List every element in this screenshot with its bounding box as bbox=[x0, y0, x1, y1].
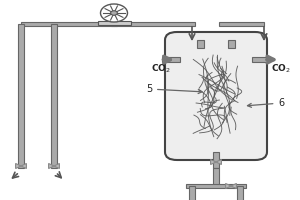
Circle shape bbox=[111, 11, 117, 15]
Polygon shape bbox=[54, 163, 59, 169]
Bar bbox=[18, 24, 24, 168]
Polygon shape bbox=[49, 163, 54, 169]
Text: 5: 5 bbox=[146, 84, 202, 94]
Text: CO$_2$: CO$_2$ bbox=[271, 63, 290, 75]
Bar bbox=[252, 57, 270, 62]
Polygon shape bbox=[211, 159, 216, 165]
Bar bbox=[228, 40, 235, 48]
Bar bbox=[98, 21, 130, 25]
Bar bbox=[162, 57, 180, 62]
Circle shape bbox=[100, 4, 127, 22]
Bar bbox=[213, 152, 219, 168]
Bar bbox=[219, 22, 264, 26]
Polygon shape bbox=[16, 163, 21, 169]
Bar bbox=[189, 186, 195, 200]
Bar bbox=[114, 22, 195, 26]
Text: CO$_2$: CO$_2$ bbox=[151, 63, 170, 75]
Polygon shape bbox=[108, 16, 120, 21]
Polygon shape bbox=[231, 183, 236, 189]
Bar bbox=[237, 186, 243, 200]
Bar bbox=[51, 24, 57, 168]
Bar bbox=[197, 40, 204, 48]
Bar bbox=[21, 22, 114, 26]
FancyBboxPatch shape bbox=[165, 32, 267, 160]
Text: 6: 6 bbox=[248, 98, 284, 108]
Bar bbox=[186, 184, 246, 188]
Polygon shape bbox=[226, 183, 231, 189]
Bar bbox=[213, 168, 219, 186]
Polygon shape bbox=[21, 163, 26, 169]
Bar bbox=[111, 25, 117, 26]
Polygon shape bbox=[216, 159, 221, 165]
